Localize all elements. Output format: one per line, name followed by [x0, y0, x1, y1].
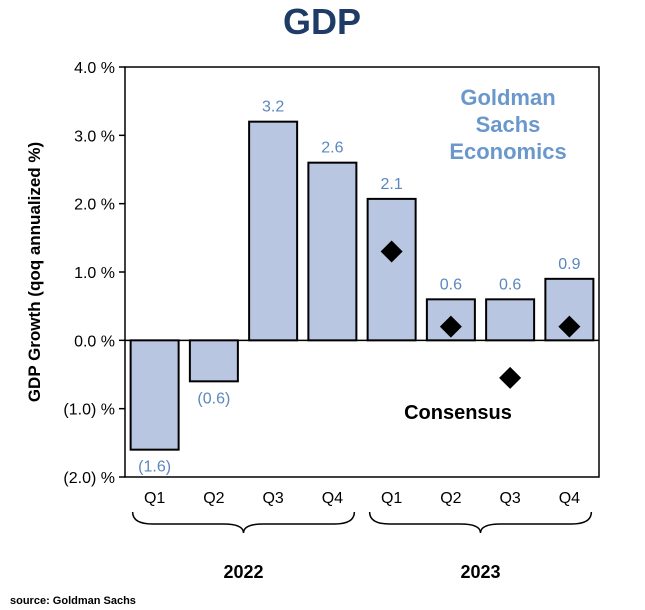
bar	[485, 298, 536, 342]
x-tick-label: Q2	[440, 490, 461, 507]
y-tick-label: 1.0 %	[74, 265, 115, 282]
bar	[248, 120, 299, 342]
chart-title: GDP	[283, 1, 361, 42]
bar	[129, 339, 180, 451]
consensus-markers	[380, 240, 581, 389]
data-labels: (1.6) (0.6) 3.2 2.6 2.1 0.6 0.6 0.9	[138, 99, 580, 476]
x-tick-label: Q3	[499, 490, 520, 507]
y-tick-label: 4.0 %	[74, 60, 115, 77]
y-axis-label: GDP Growth (qoq annualized %)	[25, 142, 44, 402]
consensus-marker	[499, 366, 522, 389]
year-groups: 2022 2023	[131, 511, 593, 582]
source-note: source: Goldman Sachs	[10, 595, 136, 607]
year-label: 2022	[223, 562, 263, 582]
year-label: 2023	[460, 562, 500, 582]
y-tick-label: (2.0) %	[63, 470, 115, 487]
consensus-marker	[558, 315, 581, 338]
x-tick-label: Q3	[262, 490, 283, 507]
x-tick-label: Q4	[322, 490, 343, 507]
y-axis: 4.0 % 3.0 % 2.0 % 1.0 % 0.0 % (1.0) % (2.0) %	[63, 60, 125, 487]
data-label: 3.2	[262, 99, 284, 116]
y-tick-label: 0.0 %	[74, 333, 115, 350]
data-label: 2.6	[321, 140, 343, 157]
bar	[307, 161, 358, 342]
data-label: 2.1	[381, 176, 403, 193]
year-brace	[368, 511, 593, 534]
y-tick-label: (1.0) %	[63, 402, 115, 419]
brand-line-1: Goldman	[460, 85, 555, 110]
consensus-label: Consensus	[404, 402, 512, 424]
year-brace	[131, 511, 356, 534]
y-tick-label: 2.0 %	[74, 197, 115, 214]
bar	[544, 277, 595, 342]
data-label: 0.9	[558, 256, 580, 273]
x-tick-label: Q4	[559, 490, 580, 507]
data-label: (1.6)	[138, 459, 171, 476]
bars	[129, 120, 595, 451]
bar	[188, 339, 239, 383]
y-tick-label: 3.0 %	[74, 128, 115, 145]
data-label: (0.6)	[197, 390, 230, 407]
brand-line-2: Sachs	[476, 112, 541, 137]
x-tick-label: Q2	[203, 490, 224, 507]
consensus-marker	[380, 240, 403, 263]
data-label: 0.6	[499, 276, 521, 293]
x-tick-label: Q1	[381, 490, 402, 507]
bar	[366, 197, 417, 342]
brand-line-3: Economics	[449, 139, 566, 164]
consensus-marker	[439, 315, 462, 338]
x-tick-label: Q1	[144, 490, 165, 507]
x-axis: Q1 Q2 Q3 Q4 Q1 Q2 Q3 Q4	[144, 490, 580, 507]
data-label: 0.6	[440, 276, 462, 293]
